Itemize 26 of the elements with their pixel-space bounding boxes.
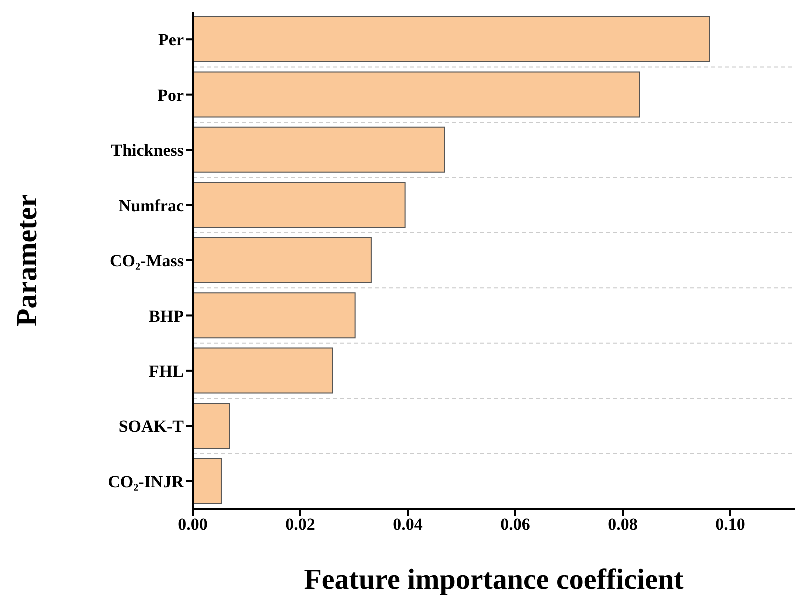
bar xyxy=(193,237,372,284)
x-tick-label: 0.04 xyxy=(393,515,424,534)
bar xyxy=(193,458,222,504)
y-axis-title: Parameter xyxy=(11,194,44,327)
x-tick-label: 0.00 xyxy=(178,515,208,534)
bar xyxy=(193,16,710,62)
x-tick-label: 0.10 xyxy=(716,515,746,534)
y-tick-label: Numfrac xyxy=(118,196,184,216)
bar xyxy=(193,182,406,228)
bar xyxy=(193,403,230,450)
bar xyxy=(193,72,640,118)
y-tick-label: CO₂-Mass xyxy=(110,252,184,271)
y-tick-label: FHL xyxy=(149,362,184,381)
y-tick-label: CO₂-INJR xyxy=(108,472,185,492)
bar xyxy=(193,126,446,173)
x-axis-title: Feature importance coefficient xyxy=(304,564,684,596)
x-tick-label: 0.02 xyxy=(286,515,316,534)
x-tick-label: 0.08 xyxy=(608,515,638,534)
y-tick-label: SOAK-T xyxy=(118,417,185,436)
y-tick-label: BHP xyxy=(149,306,184,326)
y-tick-label: Por xyxy=(158,86,184,105)
bar xyxy=(193,348,334,394)
bar xyxy=(193,292,356,339)
y-tick-label: Per xyxy=(158,30,184,50)
y-tick-label: Thickness xyxy=(111,141,184,160)
x-tick-label: 0.06 xyxy=(500,515,530,534)
